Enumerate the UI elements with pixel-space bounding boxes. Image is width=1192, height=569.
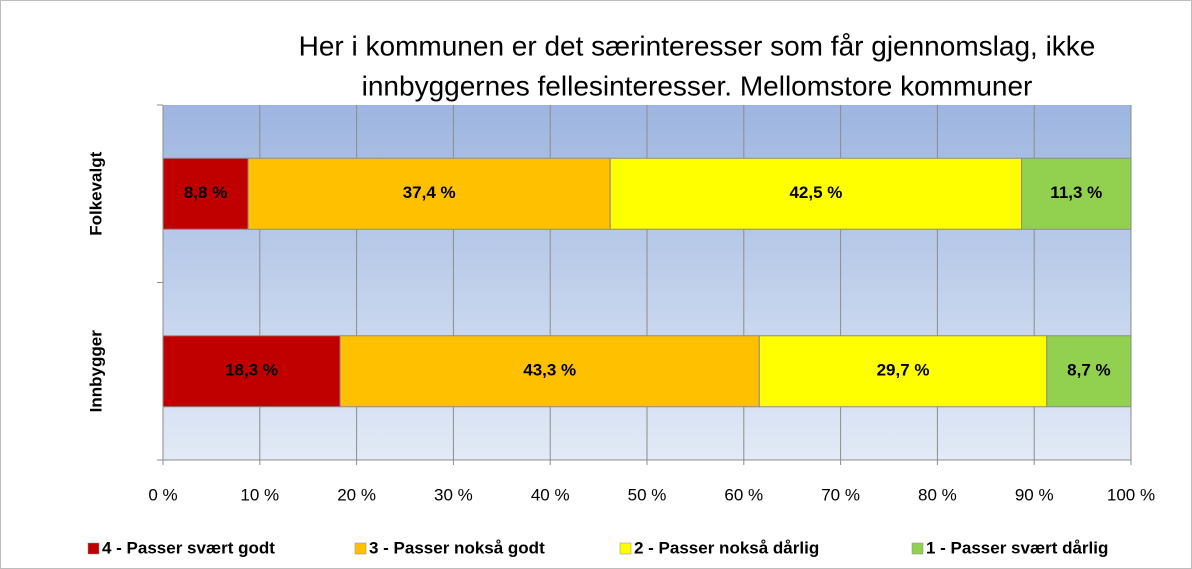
x-tick-label: 30 % [434,485,473,504]
x-tick-label: 0 % [148,485,177,504]
x-tick-label: 90 % [1015,485,1054,504]
legend-swatch [619,542,632,555]
x-tick-label: 50 % [628,485,667,504]
bar [758,335,1048,408]
bar [1046,335,1132,408]
data-label: 11,3 % [1050,183,1102,202]
bar [162,335,341,408]
y-tick-label: Innbygger [86,330,105,413]
data-label: 37,4 % [403,183,456,202]
x-tick-label: 80 % [918,485,957,504]
legend-label: 1 - Passer svært dårlig [926,538,1108,557]
bar [339,335,760,408]
chart-title: Her i kommunen er det særinteresser som … [299,30,1096,61]
data-label: 8,8 % [184,183,227,202]
bar [1021,157,1132,230]
data-label: 42,5 % [789,183,842,202]
x-tick-label: 100 % [1107,485,1155,504]
x-tick-label: 20 % [337,485,376,504]
x-tick-label: 60 % [724,485,763,504]
legend-label: 2 - Passer nokså dårlig [634,538,819,557]
x-tick-label: 70 % [821,485,860,504]
legend-swatch [911,542,924,555]
x-tick-label: 10 % [240,485,279,504]
legend-swatch [354,542,367,555]
legend-swatch [87,542,100,555]
legend-label: 4 - Passer svært godt [102,538,275,557]
data-label: 43,3 % [523,361,576,380]
bar [609,157,1023,230]
data-label: 29,7 % [877,361,930,380]
bar [247,157,611,230]
legend-label: 3 - Passer nokså godt [369,538,545,557]
x-tick-label: 40 % [531,485,570,504]
y-tick-label: Folkevalgt [86,151,105,235]
data-label: 18,3 % [225,361,278,380]
chart-title: innbyggernes fellesinteresser. Mellomsto… [362,70,1033,101]
data-label: 8,7 % [1067,361,1110,380]
